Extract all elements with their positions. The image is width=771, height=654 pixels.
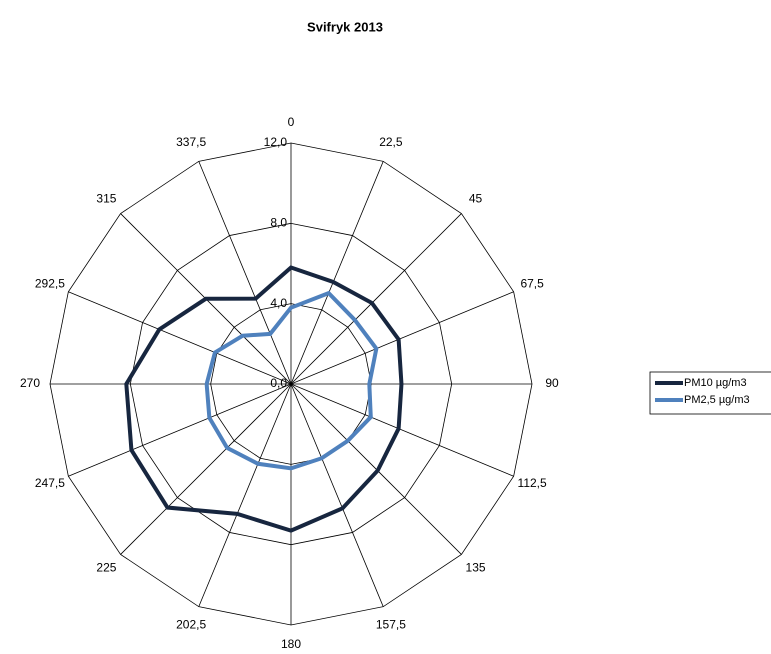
- category-label: 315: [96, 192, 116, 206]
- category-label: 202,5: [176, 617, 206, 631]
- category-label: 90: [545, 376, 559, 390]
- spoke: [198, 161, 292, 385]
- spoke: [198, 383, 292, 607]
- spoke: [290, 161, 384, 385]
- tick-label: 12,0: [264, 135, 288, 149]
- category-label: 180: [281, 637, 301, 651]
- legend: [649, 371, 771, 415]
- spoke: [290, 291, 514, 385]
- chart-title: Svifryk 2013: [307, 19, 383, 34]
- category-label: 135: [466, 561, 486, 575]
- spoke: [290, 383, 384, 607]
- spoke: [290, 383, 514, 477]
- grid-ring: [210, 303, 372, 465]
- series-line: [204, 290, 379, 471]
- legend-label: PM10 µg/m3: [684, 377, 747, 389]
- grid-ring: [49, 142, 533, 626]
- legend-label: PM2,5 µg/m3: [684, 394, 750, 406]
- tick-label: 4,0: [270, 296, 287, 310]
- category-label: 67,5: [520, 276, 544, 290]
- spoke: [68, 291, 292, 385]
- spoke: [68, 383, 292, 477]
- category-label: 225: [96, 561, 116, 575]
- category-label: 157,5: [376, 617, 406, 631]
- spoke: [120, 383, 292, 555]
- category-label: 270: [20, 376, 40, 390]
- category-label: 337,5: [176, 135, 206, 149]
- series-line: [124, 265, 404, 533]
- category-label: 292,5: [35, 276, 65, 290]
- tick-label: 8,0: [270, 216, 287, 230]
- category-label: 45: [469, 192, 483, 206]
- spoke: [290, 213, 462, 385]
- category-label: 247,5: [35, 476, 65, 490]
- grid-ring: [129, 222, 453, 546]
- category-label: 112,5: [518, 476, 547, 490]
- category-label: 0: [288, 115, 295, 129]
- tick-label: 0,0: [270, 376, 287, 390]
- category-label: 22,5: [379, 135, 403, 149]
